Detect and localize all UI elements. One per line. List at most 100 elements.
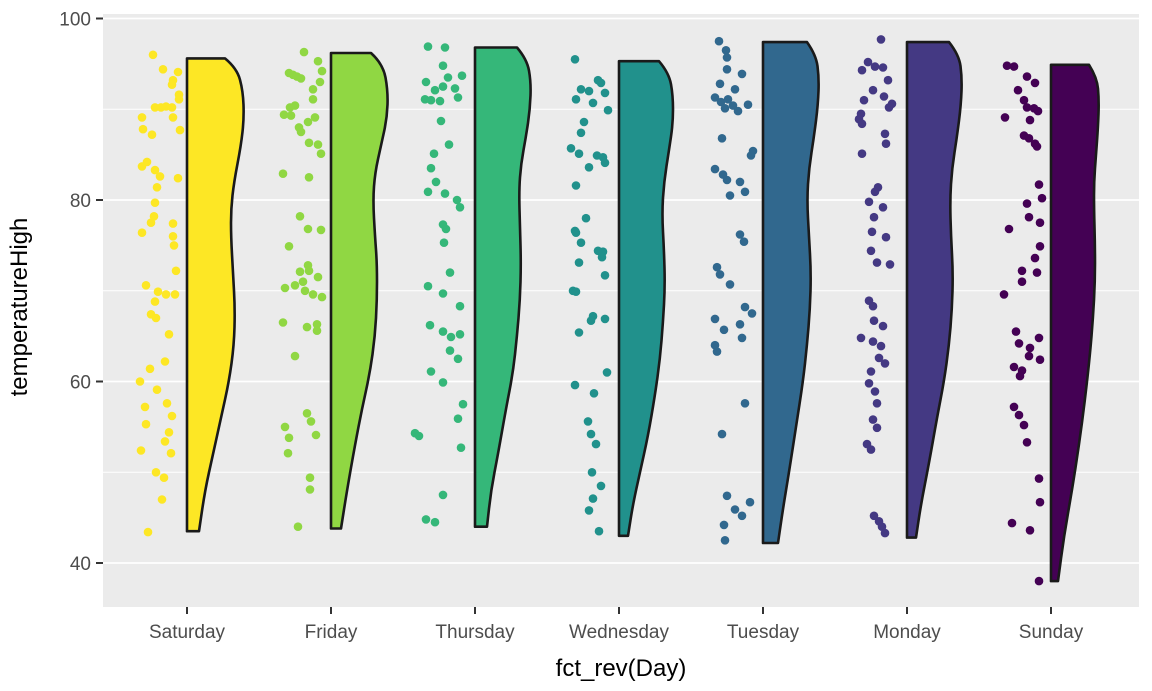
data-point-wednesday (576, 85, 586, 94)
data-point-saturday (146, 218, 156, 227)
data-point-saturday (160, 357, 170, 366)
data-point-friday (313, 140, 323, 149)
half-violin-tuesday (761, 40, 820, 545)
data-point-sunday (1024, 212, 1034, 222)
data-point-friday (317, 292, 327, 302)
data-point-tuesday (722, 65, 732, 74)
data-point-friday (298, 277, 308, 287)
data-point-friday (313, 56, 323, 66)
data-point-thursday (430, 85, 440, 95)
data-point-saturday (159, 473, 169, 483)
data-point-friday (290, 281, 300, 290)
data-point-saturday (150, 198, 160, 207)
data-point-sunday (1022, 72, 1032, 81)
data-point-tuesday (714, 36, 724, 46)
data-point-friday (313, 272, 323, 282)
data-point-friday (317, 66, 327, 76)
data-point-monday (869, 511, 879, 521)
data-point-wednesday (602, 368, 612, 377)
data-point-thursday (445, 346, 455, 355)
data-point-tuesday (740, 399, 750, 408)
data-point-friday (304, 173, 314, 182)
data-point-friday (296, 127, 306, 137)
data-point-wednesday (581, 213, 591, 223)
data-point-thursday (436, 116, 446, 126)
data-point-sunday (1014, 410, 1024, 420)
data-point-saturday (171, 266, 181, 276)
data-point-sunday (1009, 402, 1019, 412)
data-point-sunday (1009, 62, 1019, 71)
data-point-friday (293, 522, 303, 531)
data-point-thursday (431, 177, 441, 187)
data-point-tuesday (739, 237, 749, 246)
data-point-wednesday (600, 271, 610, 280)
data-point-saturday (136, 446, 146, 455)
data-point-sunday (1022, 199, 1032, 208)
data-point-tuesday (735, 230, 745, 239)
half-violin-friday (329, 51, 389, 530)
data-point-saturday (147, 130, 157, 139)
data-point-friday (310, 113, 320, 122)
x-tick-label-monday: Monday (873, 622, 941, 643)
data-point-tuesday (710, 314, 720, 324)
data-point-monday (883, 75, 893, 85)
x-tick-label-tuesday: Tuesday (727, 622, 800, 643)
data-point-friday (284, 433, 294, 443)
data-point-friday (280, 422, 290, 432)
data-point-tuesday (719, 325, 729, 335)
data-point-thursday (455, 330, 465, 339)
data-point-sunday (1011, 327, 1021, 336)
data-point-saturday (167, 80, 177, 89)
data-point-wednesday (591, 439, 601, 449)
data-point-sunday (1013, 85, 1023, 95)
data-point-monday (881, 232, 891, 242)
data-point-thursday (429, 149, 439, 158)
x-tick-label-friday: Friday (305, 622, 358, 643)
y-tick-label: 60 (70, 373, 91, 394)
data-point-wednesday (584, 86, 594, 96)
data-point-tuesday (722, 175, 732, 185)
data-point-saturday (155, 172, 165, 181)
data-point-friday (308, 290, 318, 299)
data-point-sunday (1024, 134, 1034, 143)
data-point-tuesday (745, 497, 755, 507)
data-point-monday (878, 203, 888, 212)
data-point-thursday (440, 43, 450, 52)
data-point-friday (305, 473, 315, 483)
data-point-saturday (166, 448, 176, 458)
data-point-tuesday (716, 97, 726, 107)
data-point-sunday (1017, 266, 1027, 276)
data-point-saturday (137, 113, 147, 122)
data-point-saturday (162, 399, 172, 408)
data-point-monday (856, 333, 866, 343)
data-point-saturday (169, 241, 179, 250)
half-violin-saturday (185, 57, 245, 533)
data-point-wednesday (597, 252, 607, 262)
data-point-friday (302, 409, 312, 418)
data-point-friday (299, 47, 309, 57)
x-tick-label-thursday: Thursday (435, 622, 515, 643)
data-point-friday (278, 318, 288, 327)
data-point-friday (302, 322, 312, 332)
data-point-saturday (151, 468, 161, 477)
data-point-sunday (1032, 142, 1042, 151)
data-point-tuesday (712, 262, 722, 272)
data-point-tuesday (725, 280, 735, 289)
data-point-sunday (1032, 268, 1042, 277)
data-point-saturday (135, 377, 145, 386)
half-violin-monday (905, 40, 963, 539)
data-point-monday (876, 341, 886, 351)
data-point-sunday (1034, 576, 1044, 586)
data-point-thursday (456, 443, 466, 453)
data-point-sunday (1033, 106, 1043, 116)
data-point-friday (306, 417, 316, 426)
data-point-monday (872, 423, 882, 433)
data-point-wednesday (571, 181, 581, 190)
data-point-monday (880, 359, 890, 368)
data-point-thursday (458, 399, 468, 409)
data-point-monday (857, 119, 867, 129)
data-point-monday (859, 95, 869, 105)
data-point-tuesday (722, 53, 732, 62)
data-point-thursday (438, 490, 448, 500)
data-point-thursday (430, 517, 440, 527)
